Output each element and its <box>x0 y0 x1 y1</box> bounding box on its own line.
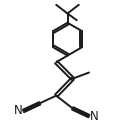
Text: N: N <box>14 104 23 118</box>
Text: N: N <box>90 110 99 123</box>
